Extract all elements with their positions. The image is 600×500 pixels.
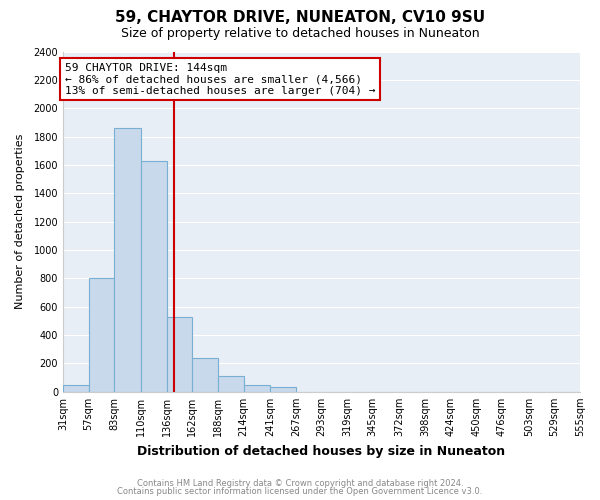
Text: 59, CHAYTOR DRIVE, NUNEATON, CV10 9SU: 59, CHAYTOR DRIVE, NUNEATON, CV10 9SU (115, 10, 485, 25)
Bar (192, 358, 218, 392)
X-axis label: Distribution of detached houses by size in Nuneaton: Distribution of detached houses by size … (137, 444, 506, 458)
Y-axis label: Number of detached properties: Number of detached properties (15, 134, 25, 310)
Text: Size of property relative to detached houses in Nuneaton: Size of property relative to detached ho… (121, 28, 479, 40)
Text: 59 CHAYTOR DRIVE: 144sqm
← 86% of detached houses are smaller (4,566)
13% of sem: 59 CHAYTOR DRIVE: 144sqm ← 86% of detach… (65, 63, 376, 96)
Bar (244, 384, 270, 392)
Text: Contains public sector information licensed under the Open Government Licence v3: Contains public sector information licen… (118, 487, 482, 496)
Bar (89, 278, 114, 392)
Bar (63, 384, 89, 392)
Bar (141, 160, 167, 392)
Text: Contains HM Land Registry data © Crown copyright and database right 2024.: Contains HM Land Registry data © Crown c… (137, 478, 463, 488)
Bar (270, 387, 296, 392)
Bar (218, 376, 244, 392)
Bar (167, 316, 192, 392)
Bar (114, 128, 141, 392)
